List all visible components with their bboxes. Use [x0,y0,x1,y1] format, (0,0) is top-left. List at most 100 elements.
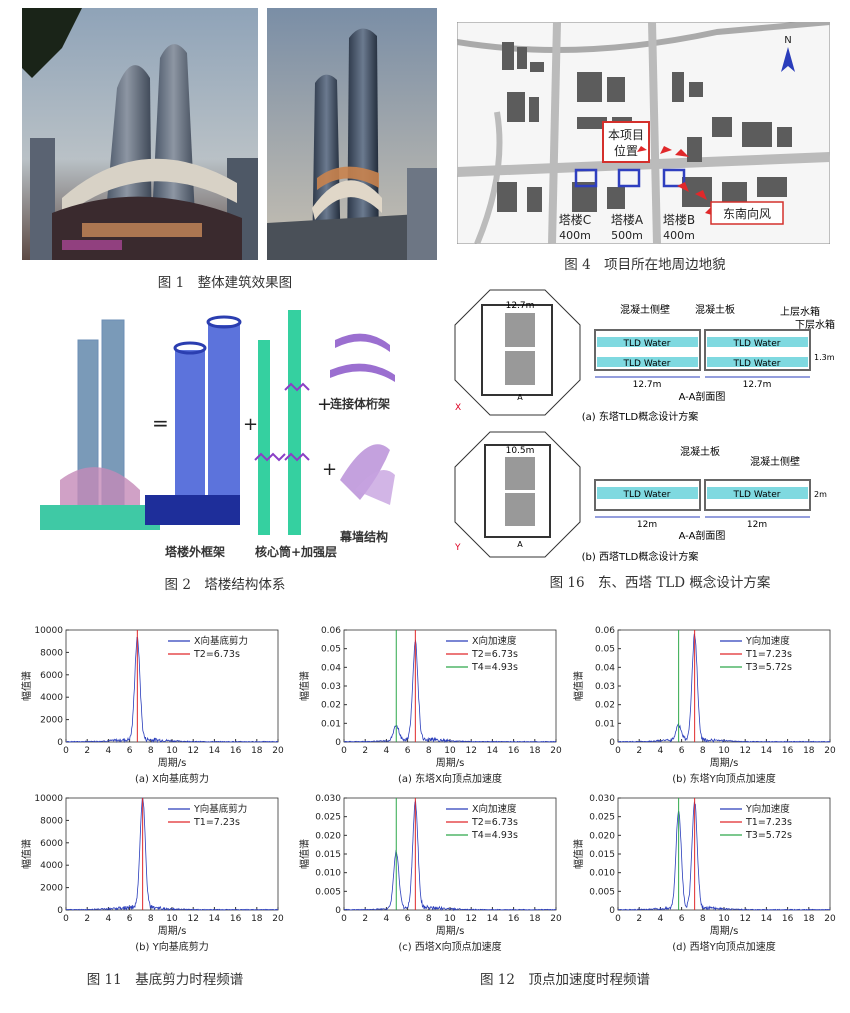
fig1-render-left [22,8,258,260]
x-tick-label: 14 [761,746,773,756]
x-tick-label: 0 [341,914,347,924]
x-tick-label: 12 [187,746,198,756]
a-axis-x: X [455,403,461,413]
fig2-caption: 图 2 塔楼结构体系 [164,577,286,593]
y-tick-label: 8000 [40,648,63,658]
y-axis-label: 幅值谱 [20,839,33,869]
y-tick-label: 0.06 [595,626,615,636]
y-axis-label: 幅值谱 [298,839,311,869]
plot-frame [617,797,831,911]
y-tick-label: 0.05 [321,645,341,655]
a-slab-label: 混凝土板 [695,303,735,316]
x-tick-label: 6 [127,914,133,924]
plus-sign-3: + [322,459,337,480]
x-tick-label: 6 [405,914,411,924]
tower-c-height: 400m [559,229,591,242]
series-line [343,800,557,912]
x-tick-label: 8 [148,914,154,924]
series-line [343,639,557,744]
x-tick-label: 4 [106,746,112,756]
series-line [618,801,831,911]
b-subcaption: (b) 西塔TLD概念设计方案 [582,550,699,563]
fig12-caption: 图 12 顶点加速度时程频谱 [480,972,650,988]
x-tick-label: 14 [761,914,773,924]
y-tick-label: 6000 [40,671,63,681]
y-tick-label: 0 [335,906,341,916]
y-tick-label: 0.010 [589,869,615,879]
x-tick-label: 16 [782,746,794,756]
y-tick-label: 0.02 [321,701,341,711]
b-section-title: A-A剖面图 [679,529,726,542]
x-tick-label: 10 [166,746,178,756]
north-label: N [784,35,791,46]
x-tick-label: 8 [700,746,706,756]
x-tick-label: 10 [166,914,178,924]
y-tick-label: 0.01 [321,719,341,729]
b-plan-dim: 10.5m [506,446,535,456]
x-axis-label: 周期/s [436,925,465,937]
subplot-caption: (a) X向基底剪力 [135,772,209,785]
label-truss: 连接体桁架 [330,397,391,411]
rendering-image-left [22,8,258,260]
x-tick-label: 10 [444,746,456,756]
b-axis-y: Y [454,543,461,553]
y-tick-label: 0.06 [321,626,341,636]
x-tick-label: 16 [508,914,520,924]
x-tick-label: 20 [550,914,562,924]
y-tick-label: 0 [609,738,615,748]
x-tick-label: 16 [230,914,242,924]
x-tick-label: 2 [362,914,368,924]
x-tick-label: 18 [251,746,263,756]
b-dim-h: 2m [814,490,827,499]
label-outer-frame: 塔楼外框架 [165,545,226,559]
fig16-tld: 12.7m A X TLD Water TLD Water TLD Water … [450,285,840,565]
x-tick-label: 2 [362,746,368,756]
x-tick-label: 12 [739,914,750,924]
a-dim-h: 1.3m [814,353,835,362]
series-line [618,633,831,743]
x-tick-label: 18 [251,914,263,924]
y-tick-label: 6000 [40,839,63,849]
x-tick-label: 14 [487,914,499,924]
structure-diagram: = + + + [40,310,395,535]
y-tick-label: 0.015 [315,850,341,860]
tower-a-height: 500m [611,229,643,242]
legend-label: T1=7.23s [745,649,792,660]
legend-label: T4=4.93s [471,830,518,841]
y-tick-label: 0.025 [589,813,615,823]
tower-a-name: 塔楼A [611,212,644,227]
x-tick-label: 8 [426,914,432,924]
chart-f12d: 0 0.005 0.010 0.015 0.020 0.025 0.030 0 2 4 6 8 10 12… [570,790,840,955]
x-tick-label: 12 [187,914,198,924]
y-tick-label: 0.05 [595,645,615,655]
subplot-caption: (a) 东塔X向顶点加速度 [398,772,502,785]
x-tick-label: 4 [658,914,664,924]
legend-label: Y向加速度 [745,635,790,647]
y-tick-label: 0.005 [589,887,615,897]
x-tick-label: 2 [636,914,642,924]
fig11-caption: 图 11 基底剪力时程频谱 [86,972,244,988]
fig4-site-map: 本项目 位置 东南向风 N 塔楼C 400m 塔楼A 500m 塔楼B 400m [456,19,831,246]
y-tick-label: 4000 [40,693,63,703]
x-tick-label: 8 [148,746,154,756]
y-tick-label: 0.030 [589,794,615,804]
legend-label: T1=7.23s [193,817,240,828]
y-axis-label: 幅值谱 [298,671,311,701]
y-tick-label: 0.015 [589,850,615,860]
x-tick-label: 14 [209,746,221,756]
fig1-caption: 图 1 整体建筑效果图 [157,275,293,291]
x-tick-label: 4 [384,746,390,756]
legend-label: X向加速度 [472,803,517,815]
x-tick-label: 18 [803,914,815,924]
x-tick-label: 16 [230,746,242,756]
curtain-wall-model [340,444,395,505]
y-tick-label: 2000 [40,716,63,726]
x-tick-label: 4 [658,746,664,756]
x-tick-label: 10 [444,914,456,924]
fig4-caption: 图 4 项目所在地周边地貌 [564,257,726,273]
x-tick-label: 12 [739,746,750,756]
outer-frame-model [145,315,242,525]
truss-model [330,333,395,382]
x-tick-label: 14 [487,746,499,756]
tower-c-name: 塔楼C [559,212,591,227]
